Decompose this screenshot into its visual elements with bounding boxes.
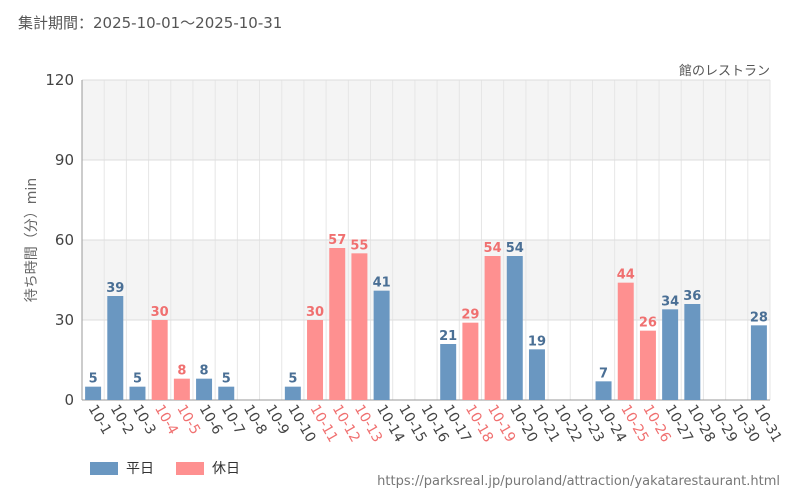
plot-band: [82, 240, 770, 320]
legend-holiday-swatch: [176, 461, 204, 475]
bar-value-label: 30: [306, 305, 324, 320]
y-tick-label: 30: [55, 311, 74, 329]
bar-value-label: 55: [350, 238, 368, 253]
bar-10-27: [662, 309, 679, 400]
bar-10-5: [173, 378, 190, 400]
bar-10-19: [484, 256, 501, 400]
bar-10-14: [373, 290, 390, 400]
bar-value-label: 39: [106, 281, 124, 296]
bar-value-label: 21: [439, 329, 457, 344]
bar-10-28: [684, 304, 701, 400]
bar-value-label: 26: [639, 316, 657, 331]
bar-value-label: 41: [373, 276, 391, 291]
bar-value-label: 54: [506, 241, 524, 256]
bar-value-label: 29: [461, 308, 479, 323]
plot-band: [82, 80, 770, 160]
legend-holiday: 休日: [176, 458, 240, 478]
legend-holiday-label: 休日: [212, 461, 240, 477]
bar-10-17: [440, 344, 457, 400]
bar-10-21: [528, 349, 545, 400]
bar-10-24: [595, 381, 612, 400]
period-label: 集計期間：2025-10-01～2025-10-31: [18, 14, 283, 32]
chart-subtitle: 館のレストラン: [678, 64, 770, 79]
bar-value-label: 36: [683, 289, 701, 304]
bar-10-2: [107, 296, 124, 400]
legend-weekday-swatch: [90, 461, 118, 475]
bar-10-6: [196, 378, 213, 400]
chart-legend: 平日 休日: [90, 458, 240, 478]
y-tick-label: 90: [55, 151, 74, 169]
plot-band: [82, 160, 770, 240]
bar-10-10: [284, 386, 301, 400]
bar-value-label: 7: [599, 366, 608, 381]
bar-10-7: [218, 386, 235, 400]
y-tick-label: 0: [64, 391, 74, 409]
bar-value-label: 54: [484, 241, 502, 256]
bar-value-label: 30: [151, 305, 169, 320]
bar-value-label: 28: [750, 310, 768, 325]
legend-weekday: 平日: [90, 458, 154, 478]
bar-value-label: 5: [222, 372, 231, 387]
bar-value-label: 44: [617, 268, 635, 283]
bar-value-label: 8: [200, 364, 209, 379]
bar-10-3: [129, 386, 146, 400]
y-axis-label: 待ち時間（分）min: [24, 178, 40, 302]
legend-weekday-label: 平日: [126, 461, 154, 477]
bar-value-label: 57: [328, 233, 346, 248]
bar-10-25: [617, 282, 634, 400]
bar-10-20: [506, 256, 523, 400]
bar-value-label: 5: [288, 372, 297, 387]
bar-10-11: [307, 320, 324, 400]
y-tick-label: 120: [45, 71, 74, 89]
bar-value-label: 5: [133, 372, 142, 387]
bar-10-4: [151, 320, 168, 400]
bar-value-label: 19: [528, 334, 546, 349]
bar-10-12: [329, 248, 346, 400]
bar-value-label: 34: [661, 294, 679, 309]
bar-10-18: [462, 322, 479, 400]
bar-value-label: 5: [89, 372, 98, 387]
bar-10-26: [639, 330, 656, 400]
bar-value-label: 8: [177, 364, 186, 379]
source-url[interactable]: https://parksreal.jp/puroland/attraction…: [377, 474, 780, 489]
y-tick-label: 60: [55, 231, 74, 249]
bar-10-13: [351, 253, 368, 400]
bar-10-31: [750, 325, 767, 400]
bar-10-1: [85, 386, 102, 400]
